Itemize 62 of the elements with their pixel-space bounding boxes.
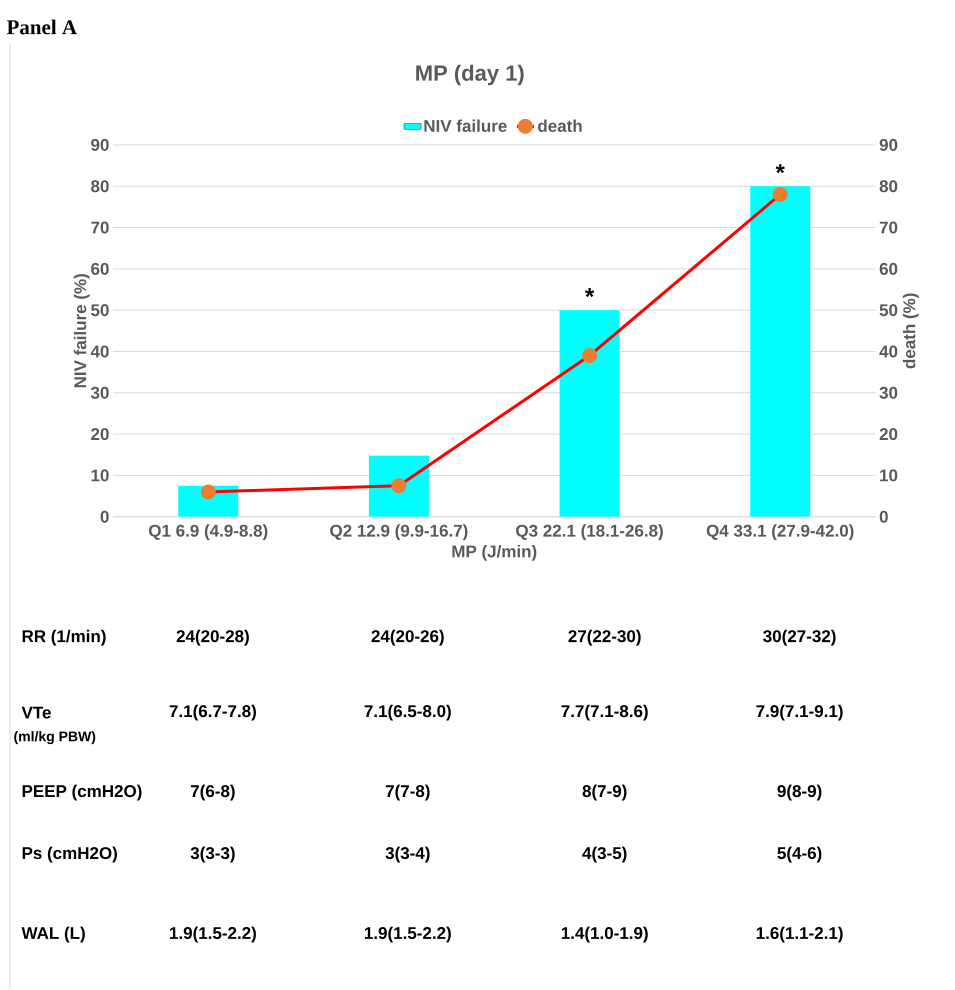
- y2-tick-label: 90: [880, 138, 898, 151]
- y-tick-label: 0: [100, 510, 109, 523]
- y-tick-label: 40: [91, 345, 109, 358]
- y2-tick-label: 40: [880, 345, 898, 358]
- text: 30(27-32): [763, 630, 836, 646]
- annotation: *: [585, 288, 594, 298]
- text: Panel A: [7, 20, 78, 34]
- y2-tick-label: 70: [880, 222, 898, 234]
- y2-tick-label: 50: [880, 304, 898, 316]
- text: 7.9(7.1-9.1): [756, 704, 843, 721]
- text: Ps (cmH2O): [22, 846, 118, 862]
- text: 24(20-28): [176, 630, 250, 646]
- chart-title: MP (day 1): [416, 64, 524, 86]
- text: VTe: [22, 706, 52, 719]
- text: 3(3-3): [190, 846, 235, 862]
- text: 7.1(6.5-8.0): [364, 704, 452, 721]
- bar: [369, 456, 430, 517]
- text: 4(3-5): [582, 846, 627, 862]
- y-tick-label: 60: [91, 262, 109, 275]
- x-tick-label: Q3 22.1 (18.1-26.8): [516, 524, 664, 540]
- x-tick-label: Q1 6.9 (4.9-8.8): [149, 524, 268, 540]
- annotation: *: [776, 164, 786, 174]
- bar: [750, 186, 810, 517]
- text: 7(6-8): [191, 784, 235, 801]
- text: RR (1/min): [22, 630, 106, 646]
- legend-label: NIV failure: [424, 119, 507, 132]
- text: 7.7(7.1-8.6): [562, 704, 648, 721]
- y-tick-label: 70: [92, 222, 109, 234]
- y2-tick-label: 60: [880, 262, 898, 275]
- text: 3(3-4): [386, 846, 430, 862]
- y-tick-label: 90: [91, 138, 109, 151]
- text: 7(7-8): [386, 784, 430, 801]
- y2-axis-title: death (%): [903, 293, 919, 368]
- text: WAL (L): [22, 926, 86, 942]
- x-tick-label: Q4 33.1 (27.9-42.0): [707, 524, 854, 540]
- y2-tick-label: 20: [880, 428, 898, 440]
- y2-tick-label: 30: [880, 386, 898, 399]
- y2-tick-label: 0: [880, 510, 888, 523]
- y2-tick-label: 10: [880, 469, 898, 482]
- y-tick-label: 10: [92, 469, 109, 482]
- y-axis-title: NIV failure (%): [74, 274, 90, 388]
- y-tick-label: 50: [91, 304, 109, 316]
- text: 1.6(1.1-2.1): [756, 926, 843, 942]
- bar: [560, 310, 620, 517]
- text: 1.4(1.0-1.9): [562, 926, 648, 942]
- y-tick-label: 20: [91, 428, 109, 440]
- text: 27(22-30): [568, 630, 641, 646]
- x-tick-label: Q2 12.9 (9.9-16.7): [330, 524, 468, 540]
- text: 5(4-6): [778, 846, 822, 862]
- text: 1.9(1.5-2.2): [365, 926, 452, 942]
- text: 8(7-9): [582, 784, 627, 801]
- text: PEEP (cmH2O): [22, 784, 142, 801]
- y-tick-label: 80: [91, 180, 109, 192]
- text: 1.9(1.5-2.2): [170, 926, 256, 942]
- text: (ml/kg PBW): [14, 731, 96, 744]
- x-axis-title: MP (J/min): [452, 544, 537, 561]
- y-tick-label: 30: [91, 386, 109, 399]
- y2-tick-label: 80: [880, 180, 898, 192]
- text: 9(8-9): [778, 784, 822, 801]
- text: 7.1(6.7-7.8): [170, 704, 256, 721]
- text: 24(20-26): [372, 630, 444, 646]
- legend-label: death: [538, 119, 582, 132]
